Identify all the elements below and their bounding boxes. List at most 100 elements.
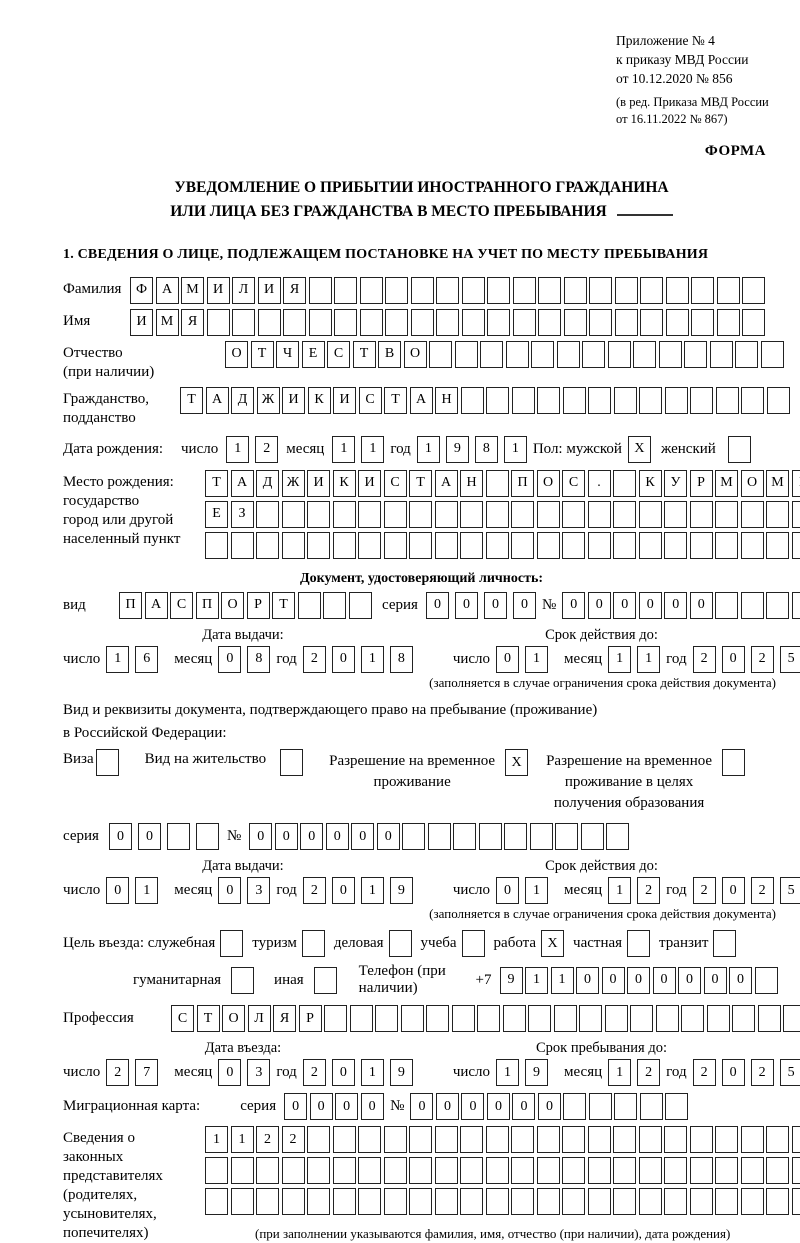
char-cell[interactable] (511, 501, 534, 528)
char-cell[interactable] (562, 501, 585, 528)
char-cell[interactable]: Н (460, 470, 483, 497)
char-cell[interactable] (537, 1188, 560, 1215)
char-cell[interactable]: К (333, 470, 356, 497)
char-cell[interactable] (741, 592, 764, 619)
char-cell[interactable] (455, 341, 478, 368)
purpose-official-checkbox[interactable] (220, 930, 243, 957)
char-cell[interactable]: 1 (332, 436, 355, 463)
char-cell[interactable] (402, 823, 425, 850)
gender-male-checkbox[interactable]: X (628, 436, 651, 463)
char-cell[interactable]: К (308, 387, 331, 414)
char-cell[interactable]: 0 (455, 592, 478, 619)
char-cell[interactable]: М (156, 309, 179, 336)
char-cell[interactable] (588, 1126, 611, 1153)
char-cell[interactable] (435, 1126, 458, 1153)
char-cell[interactable] (384, 1188, 407, 1215)
char-cell[interactable]: 0 (332, 646, 355, 673)
char-cell[interactable] (358, 1188, 381, 1215)
char-cell[interactable] (358, 532, 381, 559)
char-cell[interactable]: 0 (729, 967, 752, 994)
char-cell[interactable] (562, 1157, 585, 1184)
char-cell[interactable] (582, 341, 605, 368)
char-cell[interactable] (588, 501, 611, 528)
char-cell[interactable] (589, 309, 612, 336)
char-cell[interactable] (564, 277, 587, 304)
char-cell[interactable]: Т (409, 470, 432, 497)
char-cell[interactable] (766, 1126, 789, 1153)
char-cell[interactable]: 0 (332, 877, 355, 904)
char-cell[interactable]: 2 (693, 646, 716, 673)
char-cell[interactable] (256, 501, 279, 528)
char-cell[interactable] (258, 309, 281, 336)
char-cell[interactable] (690, 387, 713, 414)
purpose-study-checkbox[interactable] (462, 930, 485, 957)
char-cell[interactable]: Я (181, 309, 204, 336)
char-cell[interactable] (681, 1005, 704, 1032)
char-cell[interactable] (205, 1157, 228, 1184)
char-cell[interactable] (426, 1005, 449, 1032)
char-cell[interactable] (435, 1188, 458, 1215)
char-cell[interactable] (231, 532, 254, 559)
char-cell[interactable]: Ж (282, 470, 305, 497)
char-cell[interactable] (375, 1005, 398, 1032)
char-cell[interactable]: Я (283, 277, 306, 304)
char-cell[interactable] (435, 501, 458, 528)
char-cell[interactable] (436, 277, 459, 304)
char-cell[interactable]: 2 (751, 646, 774, 673)
char-cell[interactable] (350, 1005, 373, 1032)
char-cell[interactable] (487, 277, 510, 304)
char-cell[interactable]: П (511, 470, 534, 497)
char-cell[interactable] (282, 501, 305, 528)
char-cell[interactable] (334, 277, 357, 304)
char-cell[interactable] (256, 1188, 279, 1215)
char-cell[interactable] (360, 309, 383, 336)
char-cell[interactable]: П (196, 592, 219, 619)
char-cell[interactable]: И (207, 277, 230, 304)
char-cell[interactable] (665, 387, 688, 414)
char-cell[interactable]: И (333, 387, 356, 414)
char-cell[interactable] (742, 277, 765, 304)
char-cell[interactable]: У (664, 470, 687, 497)
char-cell[interactable]: Т (251, 341, 274, 368)
residence-permit-checkbox[interactable] (280, 749, 303, 776)
char-cell[interactable] (461, 387, 484, 414)
char-cell[interactable] (298, 592, 321, 619)
char-cell[interactable]: Т (180, 387, 203, 414)
char-cell[interactable]: 9 (390, 877, 413, 904)
char-cell[interactable]: 9 (525, 1059, 548, 1086)
char-cell[interactable] (741, 501, 764, 528)
char-cell[interactable] (588, 532, 611, 559)
char-cell[interactable]: 1 (608, 877, 631, 904)
char-cell[interactable]: К (639, 470, 662, 497)
char-cell[interactable] (409, 1157, 432, 1184)
char-cell[interactable]: Т (272, 592, 295, 619)
char-cell[interactable]: 2 (303, 1059, 326, 1086)
char-cell[interactable]: 1 (496, 1059, 519, 1086)
char-cell[interactable] (486, 532, 509, 559)
char-cell[interactable] (792, 1157, 800, 1184)
char-cell[interactable]: 0 (722, 877, 745, 904)
char-cell[interactable]: О (221, 592, 244, 619)
char-cell[interactable]: 0 (461, 1093, 484, 1120)
char-cell[interactable]: О (537, 470, 560, 497)
char-cell[interactable] (282, 1188, 305, 1215)
char-cell[interactable]: С (170, 592, 193, 619)
char-cell[interactable] (766, 501, 789, 528)
char-cell[interactable] (690, 1126, 713, 1153)
char-cell[interactable]: А (206, 387, 229, 414)
char-cell[interactable] (564, 309, 587, 336)
char-cell[interactable] (717, 277, 740, 304)
char-cell[interactable] (411, 309, 434, 336)
char-cell[interactable] (384, 532, 407, 559)
char-cell[interactable]: Б (792, 470, 800, 497)
char-cell[interactable]: 1 (361, 1059, 384, 1086)
char-cell[interactable] (690, 501, 713, 528)
char-cell[interactable] (309, 277, 332, 304)
char-cell[interactable]: 0 (496, 877, 519, 904)
char-cell[interactable]: 1 (608, 646, 631, 673)
char-cell[interactable]: 7 (135, 1059, 158, 1086)
char-cell[interactable] (630, 1005, 653, 1032)
char-cell[interactable]: 1 (608, 1059, 631, 1086)
char-cell[interactable] (613, 1188, 636, 1215)
char-cell[interactable] (659, 341, 682, 368)
